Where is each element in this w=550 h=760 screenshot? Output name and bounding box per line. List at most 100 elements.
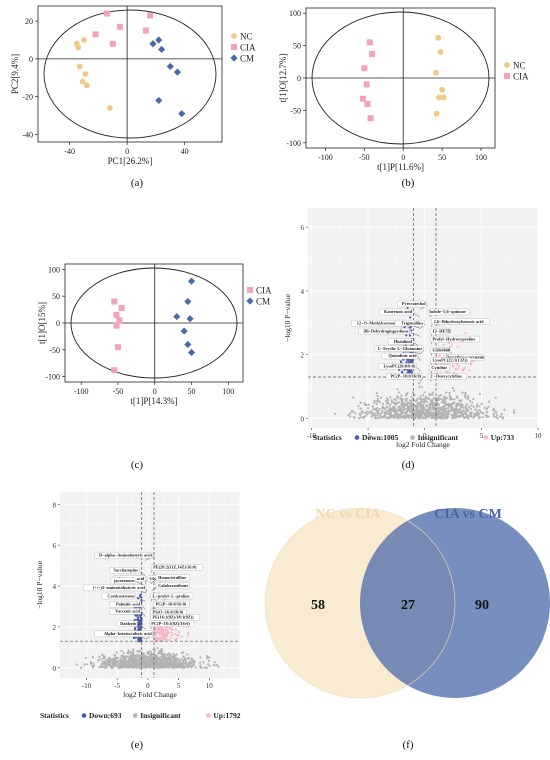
venn-set-left-outline [264,507,456,699]
data-point [106,105,113,111]
data-point [333,412,337,415]
x-tick-label: 40 [181,147,189,156]
data-point [476,412,480,415]
legend-title: Statistics [40,711,69,720]
data-point [467,397,470,400]
data-point [404,416,407,420]
data-point [160,647,163,650]
data-point [390,401,394,404]
data-point [115,657,118,660]
data-point [158,45,166,54]
data-point [447,409,451,412]
x-axis-label: t[1]P[11.6%] [377,162,424,172]
data-point [420,397,423,400]
data-point [387,412,390,416]
data-point [83,663,86,666]
data-point [395,395,399,398]
label-box [109,608,142,615]
label-box [387,338,414,345]
data-point [213,664,216,667]
data-point [456,363,459,366]
data-point [435,354,438,357]
point-label: GSK0660 [432,347,450,352]
x-tick-label: -40 [64,147,75,156]
data-point [155,628,159,631]
data-point [450,344,453,347]
data-point [483,406,486,410]
data-point [112,662,116,665]
data-point [111,664,114,667]
point-label: PC(P−18:1(9Z)/16:0) [151,621,190,626]
data-point [424,417,427,420]
data-point [118,304,125,311]
data-point [474,413,477,416]
data-point [448,391,451,395]
venn-count: 90 [475,598,489,613]
data-point [503,408,506,411]
data-point [433,414,436,418]
data-point [375,391,378,395]
point-label: PS(O−16:0/18:0) [153,610,184,615]
point-label: PE(16:1(9Z)/18:1(9Z)) [153,615,195,620]
data-point [169,660,173,663]
point-label: Homocitrulline [158,575,186,580]
data-point [412,405,415,408]
data-point [187,656,190,659]
data-point [109,659,112,662]
data-point [177,634,180,637]
data-point [377,417,380,420]
data-point [445,416,448,420]
data-point [162,631,165,634]
data-point [399,403,403,407]
data-point [186,634,190,637]
data-point [401,402,404,405]
data-point [444,408,447,411]
data-point [405,361,408,364]
data-point [468,399,472,403]
data-point [176,634,179,637]
data-point [478,392,482,396]
x-tick-label: -5 [114,682,120,690]
legend-label: Down:1005 [362,433,399,442]
data-point [446,406,450,410]
data-point [182,656,185,659]
venn-set-label: NC vs CIA [315,507,381,522]
y-axis-label: −log10 P−value [283,293,292,342]
y-axis-label: −log10 P−value [35,560,44,609]
data-point [109,40,116,47]
point-label: Palmitic acid [116,601,141,606]
data-point [378,412,381,416]
data-point [464,405,468,408]
data-point [116,23,123,30]
data-point [144,666,147,669]
plot-background [308,208,538,428]
data-point [499,415,502,418]
x-tick-label: 0 [423,432,427,440]
data-point [439,417,442,420]
data-point [139,623,142,626]
data-point [464,412,467,415]
data-point [440,394,443,397]
data-point [163,629,167,632]
data-point [396,388,399,391]
label-leader [136,597,146,602]
point-label: PE(20:2(11Z,14Z)/16:0) [153,565,197,570]
data-point [399,408,402,411]
x-tick-label: 100 [222,387,234,396]
data-point [107,663,110,666]
data-point [139,661,142,664]
data-point [364,403,367,406]
data-point [194,666,197,669]
data-point [492,412,496,415]
data-point [181,666,184,669]
x-tick-label: 0 [146,682,150,690]
legend-label: Up:1792 [213,711,240,720]
data-point [151,661,154,664]
data-point [357,405,360,408]
point-label: LysoPC(22:1(13Z)) [432,358,468,363]
data-point [359,95,366,102]
x-tick-label: 100 [475,153,487,162]
data-point [448,394,451,397]
data-point [129,650,132,654]
data-point [431,414,434,417]
